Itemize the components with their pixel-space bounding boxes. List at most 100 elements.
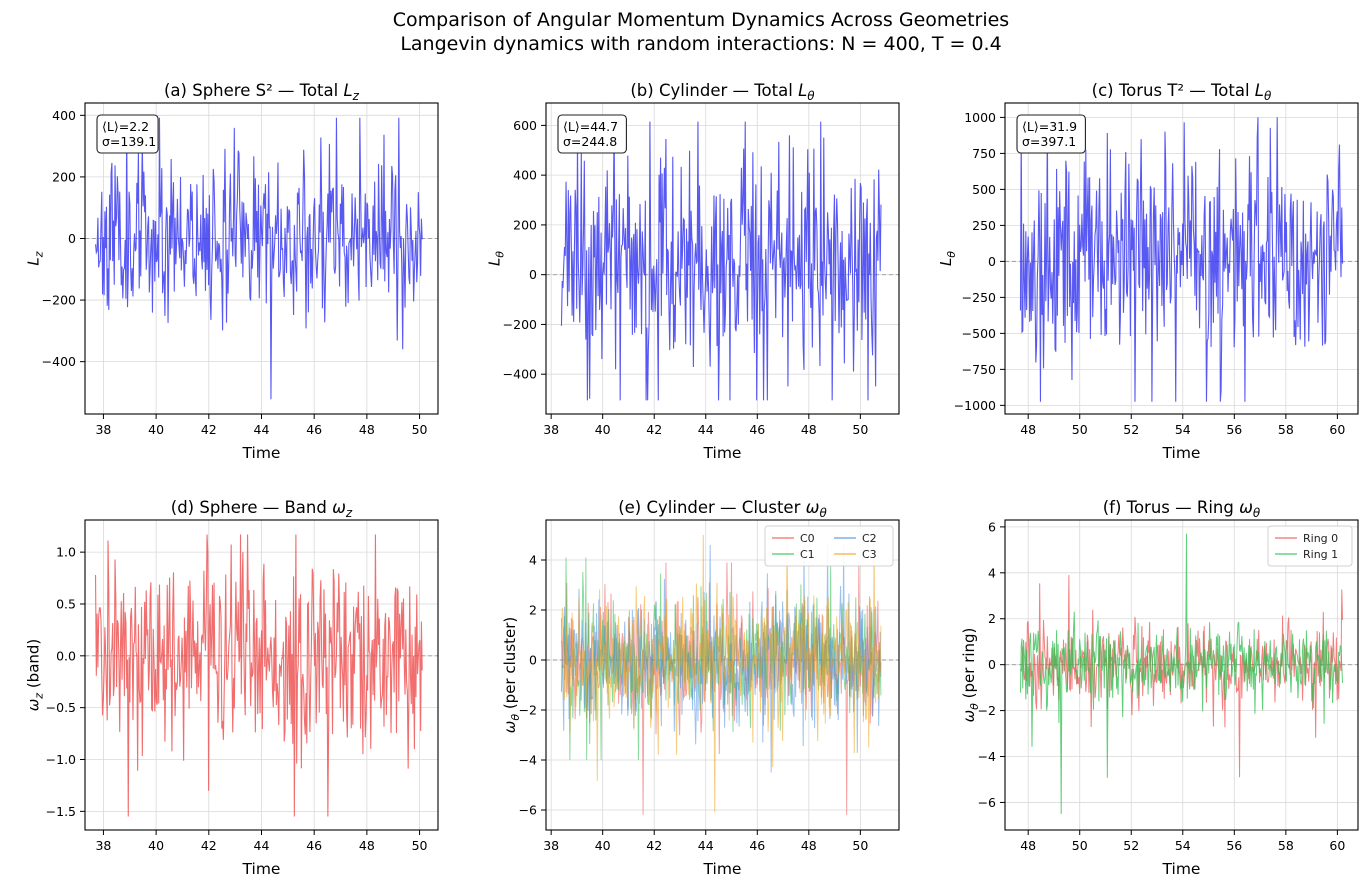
stats-line: σ=244.8 (563, 134, 617, 149)
legend-label: Ring 1 (1303, 548, 1338, 561)
series-line-band (94, 534, 423, 817)
y-tick-label: 0 (68, 231, 76, 246)
y-tick-label: −400 (42, 354, 76, 369)
y-tick-label: −750 (962, 362, 996, 377)
stats-box: ⟨L⟩=31.9σ=397.1 (1016, 114, 1086, 154)
stats-line: σ=139.1 (102, 134, 156, 149)
x-tick-label: 54 (1175, 838, 1191, 853)
x-tick-label: 50 (852, 422, 868, 437)
x-tick-label: 48 (1020, 838, 1036, 853)
x-tick-label: 46 (306, 422, 322, 437)
x-tick-label: 46 (306, 838, 322, 853)
x-axis-label: Time (242, 444, 281, 462)
x-tick-label: 50 (412, 422, 428, 437)
x-axis-label: Time (1162, 860, 1201, 878)
x-tick-label: 50 (1072, 422, 1088, 437)
x-tick-label: 60 (1329, 422, 1345, 437)
y-tick-label: 2 (988, 611, 996, 626)
y-tick-label: 1.0 (56, 545, 76, 560)
panel-title: (f) Torus — Ring ωθ (1103, 498, 1261, 520)
y-tick-label: 200 (52, 169, 76, 184)
y-tick-label: 6 (988, 519, 996, 534)
legend-label: C0 (800, 532, 815, 545)
y-tick-label: 200 (513, 217, 537, 232)
x-tick-label: 40 (148, 422, 164, 437)
y-tick-label: 400 (513, 168, 537, 183)
x-tick-label: 46 (749, 422, 765, 437)
y-tick-label: −1000 (954, 398, 996, 413)
stats-box: ⟨L⟩=2.2σ=139.1 (96, 114, 159, 154)
stats-box-frame (1016, 114, 1086, 154)
panel-title: (d) Sphere — Band ωz (171, 498, 353, 520)
series-line-c0 (560, 562, 882, 816)
y-tick-label: 0 (988, 657, 996, 672)
y-tick-label: 750 (972, 146, 996, 161)
x-tick-label: 58 (1278, 422, 1294, 437)
x-tick-label: 40 (595, 422, 611, 437)
x-tick-label: 50 (1072, 838, 1088, 853)
stats-box-frame (557, 114, 627, 154)
x-tick-label: 60 (1329, 838, 1345, 853)
panel-title: (b) Cylinder — Total Lθ (630, 81, 815, 103)
x-tick-label: 38 (95, 838, 111, 853)
series-line-ring-1 (1019, 533, 1344, 814)
series-line-l_θ (1019, 117, 1344, 402)
y-tick-label: −6 (519, 803, 537, 818)
figure-title-line1: Comparison of Angular Momentum Dynamics … (393, 9, 1009, 31)
legend-frame (764, 525, 894, 567)
y-tick-label: 4 (988, 565, 996, 580)
y-tick-label: −2 (519, 703, 537, 718)
x-tick-label: 50 (412, 838, 428, 853)
x-tick-label: 50 (852, 838, 868, 853)
x-tick-label: 42 (646, 422, 662, 437)
y-axis-label: ωθ (per ring) (960, 628, 981, 723)
panel-d: 38 40 42 44 46 48 50 −1.5 −1.0 −0.5 0.0 0.5 1.0 (d) S… (25, 498, 439, 878)
panel-c: 48 50 52 54 56 58 60 −1000 −750 −500 −250 0 250 500 75… (937, 81, 1359, 462)
series-line-l_z (94, 117, 423, 400)
panel-b: 38 40 42 44 46 48 50 −400 −200 0 200 400 600 (b) Cyli… (486, 81, 900, 462)
x-tick-label: 52 (1123, 838, 1139, 853)
y-tick-label: −4 (978, 749, 996, 764)
x-tick-label: 46 (749, 838, 765, 853)
panel-e: 38 40 42 44 46 48 50 −6 −4 −2 0 2 4 (e) Cylinder — Cl… (501, 498, 900, 878)
y-tick-label: 600 (513, 118, 537, 133)
x-tick-label: 38 (95, 422, 111, 437)
y-axis-label: ωθ (per cluster) (501, 617, 522, 733)
y-tick-label: −4 (519, 753, 537, 768)
panel-title: (a) Sphere S² — Total Lz (164, 81, 360, 103)
y-tick-label: 2 (529, 603, 537, 618)
x-tick-label: 54 (1175, 422, 1191, 437)
stats-line: ⟨L⟩=2.2 (102, 119, 149, 134)
y-tick-label: 0 (988, 254, 996, 269)
x-tick-label: 44 (698, 838, 714, 853)
y-tick-label: 500 (972, 182, 996, 197)
x-axis-label: Time (242, 860, 281, 878)
plot-frame (1004, 102, 1359, 415)
stats-box: ⟨L⟩=44.7σ=244.8 (557, 114, 627, 154)
legend-label: C3 (862, 548, 877, 561)
y-tick-label: −1.0 (46, 752, 76, 767)
legend-label: C2 (862, 532, 877, 545)
stats-box-frame (96, 114, 159, 154)
y-tick-label: 400 (52, 108, 76, 123)
y-tick-label: −1.5 (46, 804, 76, 819)
y-tick-label: −400 (503, 367, 537, 382)
y-tick-label: −500 (962, 326, 996, 341)
x-tick-label: 48 (801, 838, 817, 853)
x-tick-label: 56 (1226, 838, 1242, 853)
y-axis-label: Lz (25, 251, 46, 265)
x-tick-label: 48 (1020, 422, 1036, 437)
y-tick-label: −0.5 (46, 700, 76, 715)
y-tick-label: 250 (972, 218, 996, 233)
y-tick-label: 0.5 (56, 596, 76, 611)
y-axis-label: Lθ (937, 251, 958, 266)
series-line-c3 (560, 534, 882, 813)
y-tick-label: 4 (529, 553, 537, 568)
y-axis-label: Lθ (486, 251, 507, 266)
y-tick-label: 0.0 (56, 648, 76, 663)
legend: C0 C1 C2 C3 (764, 525, 894, 567)
x-tick-label: 40 (595, 838, 611, 853)
legend-frame (1267, 525, 1353, 567)
x-tick-label: 52 (1123, 422, 1139, 437)
y-axis-label: ωz (band) (25, 639, 46, 712)
